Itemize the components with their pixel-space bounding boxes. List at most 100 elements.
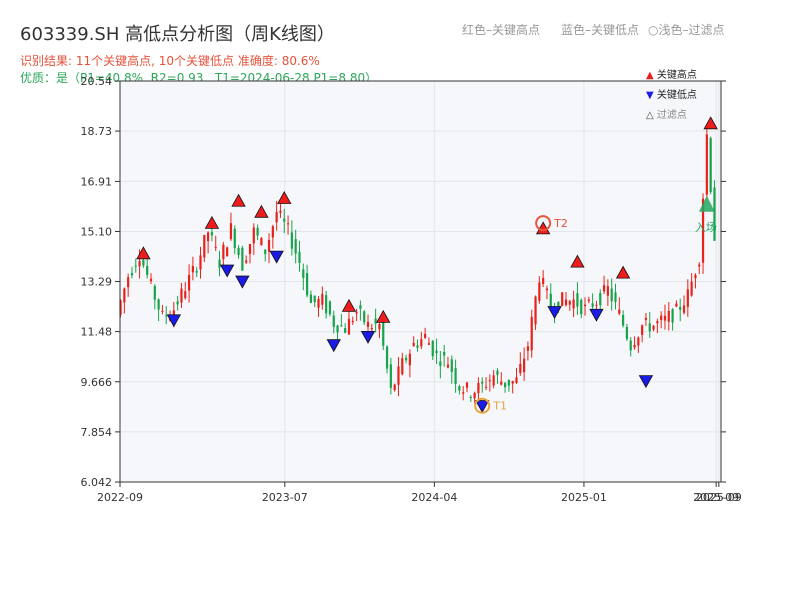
candle-body — [481, 381, 484, 384]
candle-body — [511, 380, 514, 384]
candle-body — [705, 134, 708, 195]
candle-body — [222, 244, 225, 260]
candle-body — [165, 315, 168, 317]
candle-body — [404, 357, 408, 361]
legend-light-filtered: ○浅色–过滤点 — [648, 21, 725, 38]
entry-label: 入场 — [695, 220, 717, 234]
marker-legend-low: ▼ 关键低点 — [646, 86, 697, 101]
markers: T1 T2 入场 — [136, 116, 718, 414]
marker-legend-filtered-label: 过滤点 — [656, 110, 687, 121]
candle-body — [477, 382, 480, 394]
legend-light-text: 浅色–过滤点 — [658, 23, 725, 37]
candle-body — [214, 246, 217, 248]
y-tick-label: 16.91 — [81, 175, 113, 188]
candle-body — [241, 247, 244, 271]
candle-body — [671, 309, 674, 323]
key-high-marker — [376, 309, 391, 323]
key-low-marker — [638, 375, 654, 389]
y-tick-label: 18.73 — [81, 125, 113, 138]
candle-body — [119, 300, 122, 315]
candle-body — [305, 273, 309, 296]
candle-body — [279, 210, 282, 213]
key-high-marker — [254, 204, 269, 218]
key-low-marker — [326, 339, 341, 353]
y-tick-label: 20.54 — [81, 75, 113, 88]
candle-body — [686, 289, 689, 307]
candle-body — [374, 318, 377, 324]
candle-body — [290, 232, 293, 249]
candle-body — [530, 316, 533, 351]
chart-title: 603339.SH 高低点分析图（周K线图） — [20, 24, 335, 45]
candle-body — [317, 298, 320, 308]
candle-body — [325, 295, 328, 314]
candle-body — [599, 293, 602, 306]
candle-body — [328, 301, 332, 315]
candle-body — [667, 310, 670, 322]
marker-legend-filtered: △ 过滤点 — [646, 106, 687, 121]
candle-body — [606, 286, 609, 296]
candle-body — [435, 350, 438, 354]
candle-body — [416, 345, 419, 348]
candle-body — [694, 274, 697, 279]
candle-body — [538, 282, 541, 301]
candle-body — [210, 232, 214, 236]
candle-body — [637, 337, 640, 346]
candle-body — [633, 344, 636, 348]
candle-body — [157, 299, 160, 310]
candle-body — [420, 338, 423, 347]
candle-body — [663, 315, 667, 321]
candle-body — [523, 358, 526, 373]
candle-body — [549, 293, 552, 308]
candle-body — [591, 303, 594, 307]
candle-body — [336, 325, 339, 333]
key-low-marker — [475, 400, 490, 414]
candle-body — [309, 294, 313, 303]
candle-body — [184, 291, 187, 299]
candle-body — [484, 386, 488, 388]
candle-body — [602, 285, 606, 292]
candle-body — [340, 325, 343, 327]
candle-body — [709, 138, 712, 193]
candle-body — [545, 288, 549, 291]
key-high-marker — [204, 215, 220, 229]
hollow-triangle-icon: △ — [646, 110, 654, 121]
key-high-marker — [570, 254, 585, 268]
key-high-marker — [136, 246, 151, 260]
candle-body — [389, 364, 392, 388]
candle-body — [614, 292, 617, 303]
marker-legend-high: ▲ 关键高点 — [646, 66, 697, 81]
candle-body — [207, 232, 210, 242]
key-low-marker — [269, 250, 284, 264]
y-tick-label: 9.666 — [81, 376, 113, 389]
candle-body — [698, 264, 701, 267]
candle-body — [351, 320, 354, 323]
candle-body — [625, 326, 629, 339]
candle-body — [519, 363, 522, 374]
candle-body — [610, 288, 613, 302]
candle-body — [233, 228, 236, 249]
candle-body — [302, 269, 305, 278]
candle-body — [146, 265, 149, 275]
legend-blue-key-low: 蓝色–关键低点 — [561, 23, 640, 37]
candle-body — [401, 358, 404, 375]
candle-body — [149, 278, 153, 282]
marker-legend-low-label: 关键低点 — [656, 90, 697, 101]
candle-body — [271, 226, 274, 238]
blue-triangle-down-icon: ▼ — [646, 90, 654, 101]
candle-body — [488, 380, 491, 382]
candle-body — [427, 343, 431, 345]
candle-body — [492, 375, 495, 386]
candle-body — [226, 247, 229, 257]
axes: 6.042 7.854 9.666 11.48 13.29 15.10 16.91 18.73… — [81, 75, 742, 504]
y-tick-label: 13.29 — [81, 276, 113, 289]
candle-body — [580, 299, 583, 315]
candle-body — [264, 249, 267, 255]
candle-body — [629, 340, 632, 351]
candle-body — [507, 379, 510, 386]
key-high-marker — [703, 116, 718, 130]
candle-body — [542, 277, 545, 284]
candle-body — [199, 255, 202, 270]
candle-body — [161, 310, 164, 312]
key-high-marker — [277, 190, 292, 204]
